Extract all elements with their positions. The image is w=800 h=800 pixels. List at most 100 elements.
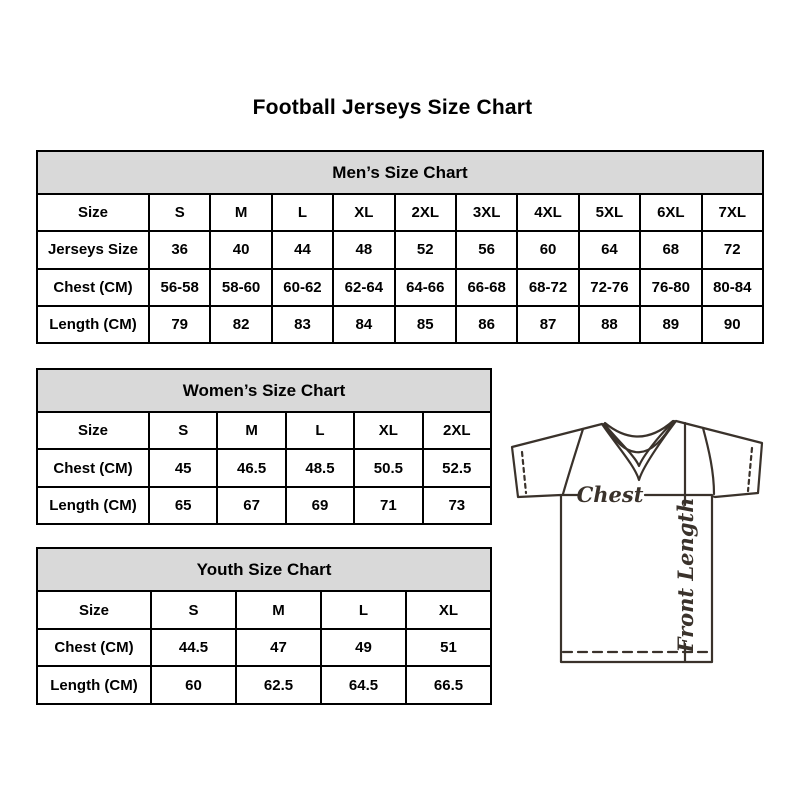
mens-value-cell: 36 — [147, 230, 212, 270]
womens-row-2: Length (CM) 65 67 69 71 73 — [36, 485, 493, 526]
mens-size-chart-section: Men’s Size Chart Size S M L XL 2XL 3XL 4XL 5XL 6XL… — [36, 149, 765, 345]
jersey-cuff-dashed-right — [746, 446, 754, 493]
youth-row-header-cell: Size — [36, 590, 152, 630]
youth-value-cell: 60 — [150, 665, 237, 705]
womens-value-cell: 48.5 — [284, 448, 356, 488]
womens-value-cell: 46.5 — [216, 448, 287, 488]
womens-row-header-cell: Chest (CM) — [36, 448, 150, 488]
page-title: Football Jerseys Size Chart — [252, 96, 533, 119]
mens-value-cell: 68-72 — [516, 267, 580, 307]
mens-row-1: Jerseys Size 36 40 44 48 52 56 60 64 68 72 — [36, 230, 765, 270]
womens-value-cell: 65 — [147, 485, 219, 526]
mens-value-cell: 7XL — [700, 193, 765, 233]
womens-value-cell: 2XL — [421, 411, 493, 451]
mens-value-cell: 6XL — [639, 193, 703, 233]
womens-row-header-cell: Size — [36, 411, 150, 451]
mens-row-header-cell: Length (CM) — [36, 304, 150, 345]
youth-row-0: Size S M L XL — [36, 590, 492, 630]
mens-value-cell: 40 — [209, 230, 273, 270]
mens-value-cell: M — [209, 193, 273, 233]
chest-label: Chest — [577, 482, 644, 507]
mens-value-cell: 58-60 — [209, 267, 273, 307]
womens-value-cell: 71 — [353, 485, 424, 526]
youth-value-cell: 44.5 — [150, 627, 237, 668]
mens-value-cell: 66-68 — [454, 267, 519, 307]
mens-row-2: Chest (CM) 56-58 58-60 60-62 62-64 64-66 66-68… — [36, 267, 765, 307]
womens-row-0: Size S M L XL 2XL — [36, 411, 493, 451]
youth-value-cell: XL — [405, 590, 492, 630]
mens-value-cell: 44 — [270, 230, 335, 270]
womens-value-cell: 67 — [216, 485, 287, 526]
mens-value-cell: 89 — [639, 304, 703, 345]
youth-value-cell: 64.5 — [320, 665, 407, 705]
youth-size-table: Youth Size Chart Size S M L XL Chest (CM) 44.5 4… — [36, 546, 492, 705]
youth-value-cell: 51 — [405, 627, 492, 668]
mens-value-cell: L — [270, 193, 335, 233]
jersey-silhouette — [510, 419, 764, 664]
youth-value-cell: 66.5 — [405, 665, 492, 705]
front-length-label: Front Length — [673, 498, 698, 654]
youth-table-title: Youth Size Chart — [36, 546, 492, 593]
mens-value-cell: 4XL — [516, 193, 580, 233]
womens-table-title-row: Women’s Size Chart — [36, 367, 492, 414]
youth-row-header-cell: Chest (CM) — [36, 627, 152, 668]
youth-value-cell: S — [150, 590, 237, 630]
jersey-measurement-diagram: Chest Front Length — [510, 419, 764, 664]
womens-table-title: Women’s Size Chart — [36, 367, 492, 414]
womens-row-1: Chest (CM) 45 46.5 48.5 50.5 52.5 — [36, 448, 493, 488]
mens-value-cell: 82 — [209, 304, 273, 345]
mens-value-cell: 88 — [577, 304, 642, 345]
mens-table-title-row: Men’s Size Chart — [36, 149, 764, 196]
jersey-collar-back-arc-deep — [602, 419, 676, 454]
youth-value-cell: 47 — [235, 627, 322, 668]
jersey-cuff-dashed-left — [520, 450, 528, 495]
mens-value-cell: 87 — [516, 304, 580, 345]
mens-value-cell: 72 — [700, 230, 765, 270]
youth-value-cell: M — [235, 590, 322, 630]
mens-value-cell: 85 — [393, 304, 457, 345]
mens-value-cell: 72-76 — [577, 267, 642, 307]
womens-size-table: Women’s Size Chart Size S M L XL 2XL Chest (CM)… — [36, 367, 493, 526]
mens-value-cell: 52 — [393, 230, 457, 270]
jersey-armhole-seam-left — [561, 427, 585, 496]
youth-value-cell: L — [320, 590, 407, 630]
mens-size-table: Men’s Size Chart Size S M L XL 2XL 3XL 4XL 5XL 6XL… — [36, 149, 765, 345]
mens-value-cell: 62-64 — [332, 267, 396, 307]
womens-value-cell: L — [284, 411, 356, 451]
mens-value-cell: 80-84 — [700, 267, 765, 307]
womens-value-cell: M — [216, 411, 287, 451]
mens-value-cell: 60 — [516, 230, 580, 270]
womens-value-cell: 52.5 — [421, 448, 493, 488]
mens-value-cell: 60-62 — [270, 267, 335, 307]
jersey-armhole-seam-right — [701, 426, 716, 496]
mens-value-cell: 56 — [454, 230, 519, 270]
mens-value-cell: 2XL — [393, 193, 457, 233]
youth-row-1: Chest (CM) 44.5 47 49 51 — [36, 627, 492, 668]
youth-row-header-cell: Length (CM) — [36, 665, 152, 705]
womens-row-header-cell: Length (CM) — [36, 485, 150, 526]
womens-value-cell: XL — [353, 411, 424, 451]
mens-value-cell: 86 — [454, 304, 519, 345]
youth-row-2: Length (CM) 60 62.5 64.5 66.5 — [36, 665, 492, 705]
mens-value-cell: 76-80 — [639, 267, 703, 307]
womens-value-cell: 69 — [284, 485, 356, 526]
mens-value-cell: XL — [332, 193, 396, 233]
mens-value-cell: 68 — [639, 230, 703, 270]
mens-value-cell: 90 — [700, 304, 765, 345]
mens-row-header-cell: Jerseys Size — [36, 230, 150, 270]
mens-value-cell: 83 — [270, 304, 335, 345]
mens-value-cell: 56-58 — [147, 267, 212, 307]
mens-value-cell: 64 — [577, 230, 642, 270]
mens-row-0: Size S M L XL 2XL 3XL 4XL 5XL 6XL 7XL — [36, 193, 765, 233]
youth-value-cell: 62.5 — [235, 665, 322, 705]
jersey-collar-inner-v — [604, 421, 674, 468]
mens-value-cell: 84 — [332, 304, 396, 345]
mens-value-cell: 5XL — [577, 193, 642, 233]
mens-value-cell: S — [147, 193, 212, 233]
mens-value-cell: 64-66 — [393, 267, 457, 307]
womens-size-chart-section: Women’s Size Chart Size S M L XL 2XL Chest (CM)… — [36, 367, 493, 526]
mens-value-cell: 3XL — [454, 193, 519, 233]
womens-value-cell: 73 — [421, 485, 493, 526]
womens-value-cell: S — [147, 411, 219, 451]
mens-value-cell: 48 — [332, 230, 396, 270]
